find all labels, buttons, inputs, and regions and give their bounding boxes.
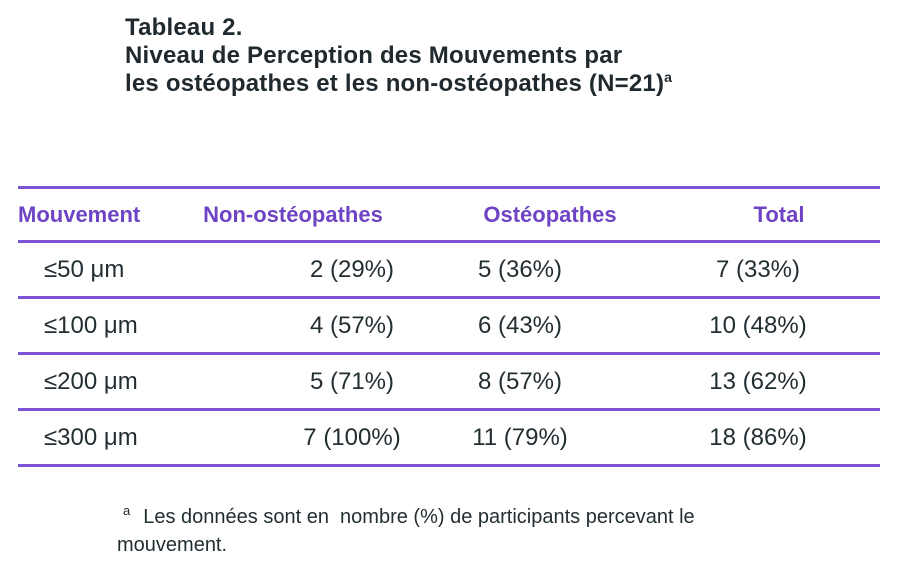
cell-movement: ≤100 μm: [44, 311, 138, 339]
footnote-line-1: a Les données sont en nombre (%) de parti…: [117, 503, 695, 528]
caption-line-3-text: les ostéopathes et les non-ostéopathes (…: [125, 70, 665, 97]
header-non-osteopathes: Non-ostéopathes: [203, 201, 383, 227]
cell-non-osteopathes: 7 (100%): [303, 423, 401, 451]
cell-total: 13 (62%): [709, 367, 807, 395]
footnote-line-2: mouvement.: [117, 534, 227, 556]
table-row: ≤100 μm 4 (57%) 6 (43%) 10 (48%): [18, 299, 880, 355]
footnote-text-2: mouvement.: [117, 534, 228, 556]
caption-line-1: Tableau 2.: [125, 14, 243, 41]
cell-osteopathes: 8 (57%): [477, 367, 563, 395]
header-osteopathes: Ostéopathes: [483, 201, 617, 227]
cell-non-osteopathes: 5 (71%): [309, 367, 395, 395]
cell-total: 10 (48%): [709, 311, 807, 339]
table-caption: Tableau 2. Niveau de Perception des Mouv…: [125, 14, 672, 98]
header-mouvement: Mouvement: [18, 201, 141, 227]
cell-total: 7 (33%): [715, 255, 801, 283]
cell-total: 18 (86%): [709, 423, 807, 451]
footnote-text-1: Les données sont en nombre (%) de partic…: [143, 506, 695, 528]
table-footnote: a Les données sont en nombre (%) de parti…: [117, 503, 695, 559]
cell-movement: ≤50 μm: [44, 255, 125, 283]
cell-non-osteopathes: 4 (57%): [309, 311, 395, 339]
data-table: Mouvement Non-ostéopathes Ostéopathes To…: [18, 186, 880, 467]
cell-osteopathes: 6 (43%): [477, 311, 563, 339]
cell-movement: ≤200 μm: [44, 367, 138, 395]
caption-line-2: Niveau de Perception des Mouvements par: [125, 42, 623, 69]
cell-non-osteopathes: 2 (29%): [309, 255, 395, 283]
cell-osteopathes: 5 (36%): [477, 255, 563, 283]
footnote-marker: a: [123, 503, 131, 519]
caption-line-3: les ostéopathes et les non-ostéopathes (…: [125, 70, 672, 98]
table-row: ≤300 μm 7 (100%) 11 (79%) 18 (86%): [18, 411, 880, 467]
header-total: Total: [753, 201, 805, 227]
table-row: ≤200 μm 5 (71%) 8 (57%) 13 (62%): [18, 355, 880, 411]
cell-movement: ≤300 μm: [44, 423, 138, 451]
caption-footnote-marker: a: [664, 69, 673, 85]
table-header-row: Mouvement Non-ostéopathes Ostéopathes To…: [18, 189, 880, 243]
table-row: ≤50 μm 2 (29%) 5 (36%) 7 (33%): [18, 243, 880, 299]
cell-osteopathes: 11 (79%): [472, 423, 568, 451]
